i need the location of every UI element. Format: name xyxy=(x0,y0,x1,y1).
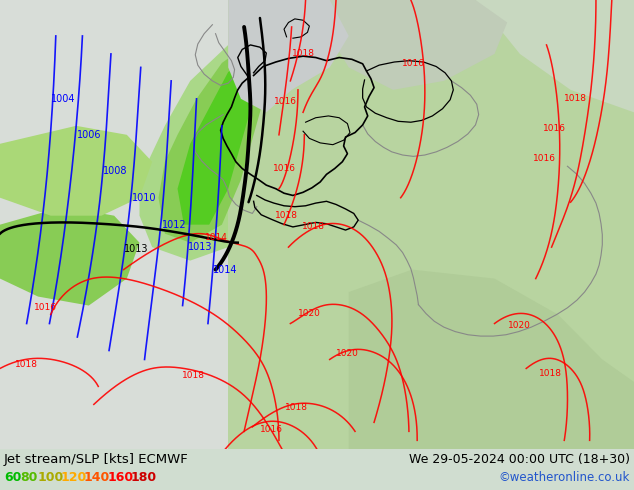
Text: 1010: 1010 xyxy=(133,193,157,203)
Text: 120: 120 xyxy=(61,471,87,484)
Text: 1016: 1016 xyxy=(543,123,566,133)
Text: 1016: 1016 xyxy=(402,59,425,68)
Text: 1014: 1014 xyxy=(205,233,228,242)
Text: 60: 60 xyxy=(4,471,22,484)
Polygon shape xyxy=(317,0,507,90)
Polygon shape xyxy=(228,0,634,449)
Text: 160: 160 xyxy=(107,471,134,484)
Text: 1013: 1013 xyxy=(124,245,148,254)
Text: 1020: 1020 xyxy=(298,309,321,318)
Text: 1018: 1018 xyxy=(564,95,587,103)
Text: 80: 80 xyxy=(20,471,38,484)
Text: Jet stream/SLP [kts] ECMWF: Jet stream/SLP [kts] ECMWF xyxy=(4,453,189,466)
Text: 1016: 1016 xyxy=(260,425,283,434)
Polygon shape xyxy=(139,36,292,261)
Text: 1018: 1018 xyxy=(292,49,314,58)
Text: 1018: 1018 xyxy=(302,222,325,231)
Polygon shape xyxy=(158,49,266,243)
Text: 1016: 1016 xyxy=(533,154,555,163)
Text: ©weatheronline.co.uk: ©weatheronline.co.uk xyxy=(498,471,630,484)
Polygon shape xyxy=(0,207,139,306)
Polygon shape xyxy=(349,270,634,449)
Text: 1016: 1016 xyxy=(34,303,57,312)
Polygon shape xyxy=(178,63,254,224)
Text: 1014: 1014 xyxy=(213,265,237,274)
Text: 1018: 1018 xyxy=(539,369,562,378)
Text: 140: 140 xyxy=(84,471,110,484)
Text: 1012: 1012 xyxy=(162,220,186,230)
Text: 1013: 1013 xyxy=(188,242,212,252)
Text: 1008: 1008 xyxy=(103,166,127,176)
Text: 1018: 1018 xyxy=(275,211,298,220)
Text: 1018: 1018 xyxy=(182,371,205,380)
Text: 1018: 1018 xyxy=(285,403,308,412)
Text: We 29-05-2024 00:00 UTC (18+30): We 29-05-2024 00:00 UTC (18+30) xyxy=(409,453,630,466)
Text: 1020: 1020 xyxy=(508,321,531,330)
Text: 1016: 1016 xyxy=(274,97,297,106)
Bar xyxy=(0,0,266,449)
Text: 100: 100 xyxy=(37,471,63,484)
Text: 1004: 1004 xyxy=(51,94,75,104)
Polygon shape xyxy=(228,0,349,112)
Text: 1020: 1020 xyxy=(336,349,359,358)
Polygon shape xyxy=(476,0,634,112)
Text: 1006: 1006 xyxy=(77,130,101,140)
Polygon shape xyxy=(0,126,152,216)
Text: 1018: 1018 xyxy=(15,360,38,369)
Text: 180: 180 xyxy=(131,471,157,484)
Text: 1016: 1016 xyxy=(273,164,295,173)
